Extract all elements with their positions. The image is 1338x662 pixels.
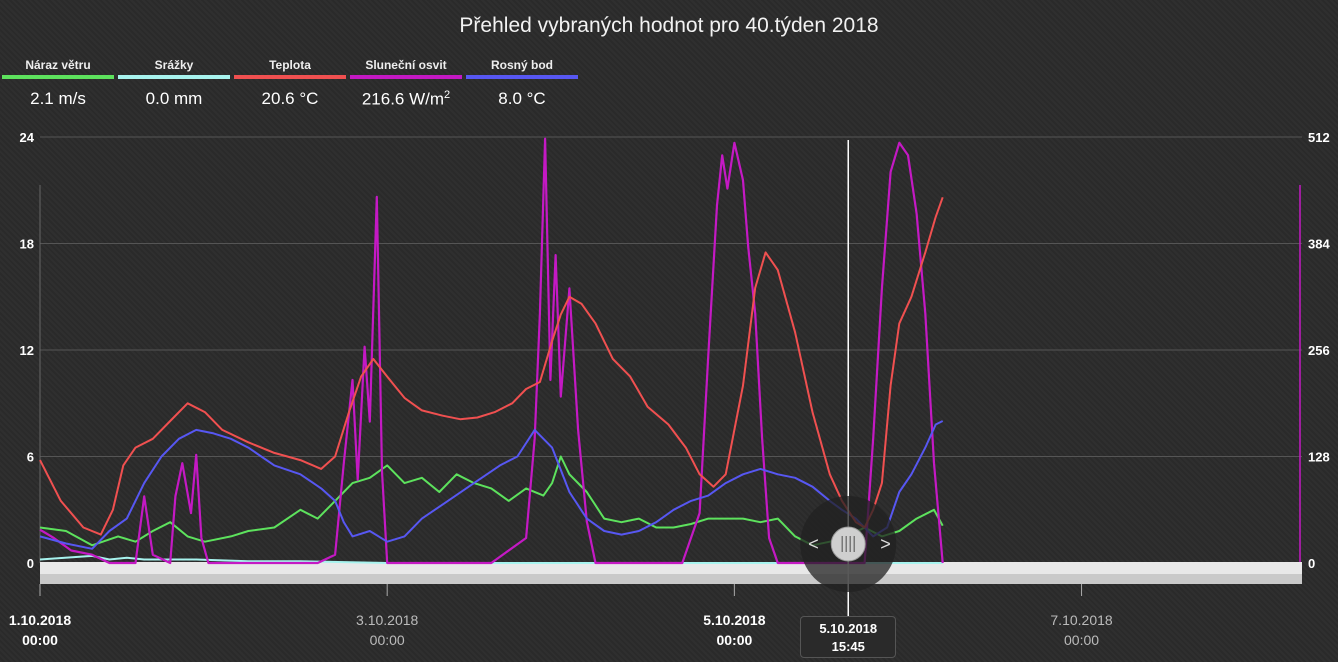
legend-color-bar: [234, 75, 346, 79]
right-tick-label: 256: [1308, 343, 1330, 358]
legend-item-label: Rosný bod: [491, 58, 553, 72]
right-tick-label: 0: [1308, 556, 1315, 571]
grid: [39, 136, 1302, 563]
legend-item-label: Teplota: [269, 58, 311, 72]
x-tick-time: 00:00: [1064, 632, 1099, 648]
series-line: [39, 137, 944, 565]
left-axis-ticks: 0 6 12 18 24: [20, 130, 35, 571]
legend-item-value: 0.0 mm: [145, 89, 203, 108]
series-group: [39, 137, 944, 565]
legend-item[interactable]: Teplota 20.6 °C: [234, 58, 346, 109]
legend-color-bar: [350, 75, 462, 79]
x-axis: 1.10.2018 00:00 3.10.2018 00:00 5.10.2018 00:…: [9, 584, 1113, 648]
cursor-tooltip: 5.10.2018 15:45: [800, 616, 897, 658]
cursor-handle[interactable]: < >: [800, 496, 897, 592]
x-tick-date: 3.10.2018: [356, 612, 418, 628]
left-tick-label: 0: [27, 556, 34, 571]
left-tick-label: 6: [27, 450, 34, 465]
x-tick-time: 00:00: [716, 632, 752, 648]
left-tick-label: 12: [20, 343, 34, 358]
right-tick-label: 128: [1308, 450, 1330, 465]
chevron-left-icon: <: [808, 534, 819, 554]
chart-title: Přehled vybraných hodnot pro 40.týden 20…: [459, 14, 879, 37]
legend-item-value: 2.1 m/s: [30, 89, 86, 108]
x-tick-time: 00:00: [22, 632, 58, 648]
legend-item[interactable]: Sluneční osvit 216.6 W/m2: [350, 58, 462, 110]
legend-item[interactable]: Srážky 0.0 mm: [118, 58, 230, 109]
legend-item-value: 8.0 °C: [498, 89, 546, 108]
legend-item-label: Náraz větru: [25, 58, 91, 72]
legend-color-bar: [466, 75, 578, 79]
legend-item-value: 20.6 °C: [261, 89, 319, 108]
cursor-time: 15:45: [831, 639, 865, 654]
legend-item-value: 216.6 W/m2: [361, 89, 451, 109]
legend-item-label: Srážky: [154, 58, 194, 72]
legend-item[interactable]: Náraz větru 2.1 m/s: [2, 58, 114, 109]
right-axis-ticks: 0 128 256 384 512: [1308, 130, 1330, 571]
legend-item[interactable]: Rosný bod 8.0 °C: [466, 58, 578, 109]
navigator-bar-shade: [40, 574, 1302, 584]
x-tick-time: 00:00: [370, 632, 405, 648]
legend-item-label: Sluneční osvit: [365, 58, 447, 72]
x-tick-date: 1.10.2018: [9, 612, 71, 628]
legend-color-bar: [118, 75, 230, 79]
right-tick-label: 512: [1308, 130, 1330, 145]
cursor-date: 5.10.2018: [819, 621, 878, 636]
right-tick-label: 384: [1308, 237, 1330, 252]
legend-color-bar: [2, 75, 114, 79]
left-tick-label: 18: [20, 237, 34, 252]
x-tick-date: 7.10.2018: [1050, 612, 1112, 628]
x-tick-date: 5.10.2018: [703, 612, 765, 628]
chevron-right-icon: >: [880, 534, 891, 554]
left-tick-label: 24: [20, 130, 35, 145]
